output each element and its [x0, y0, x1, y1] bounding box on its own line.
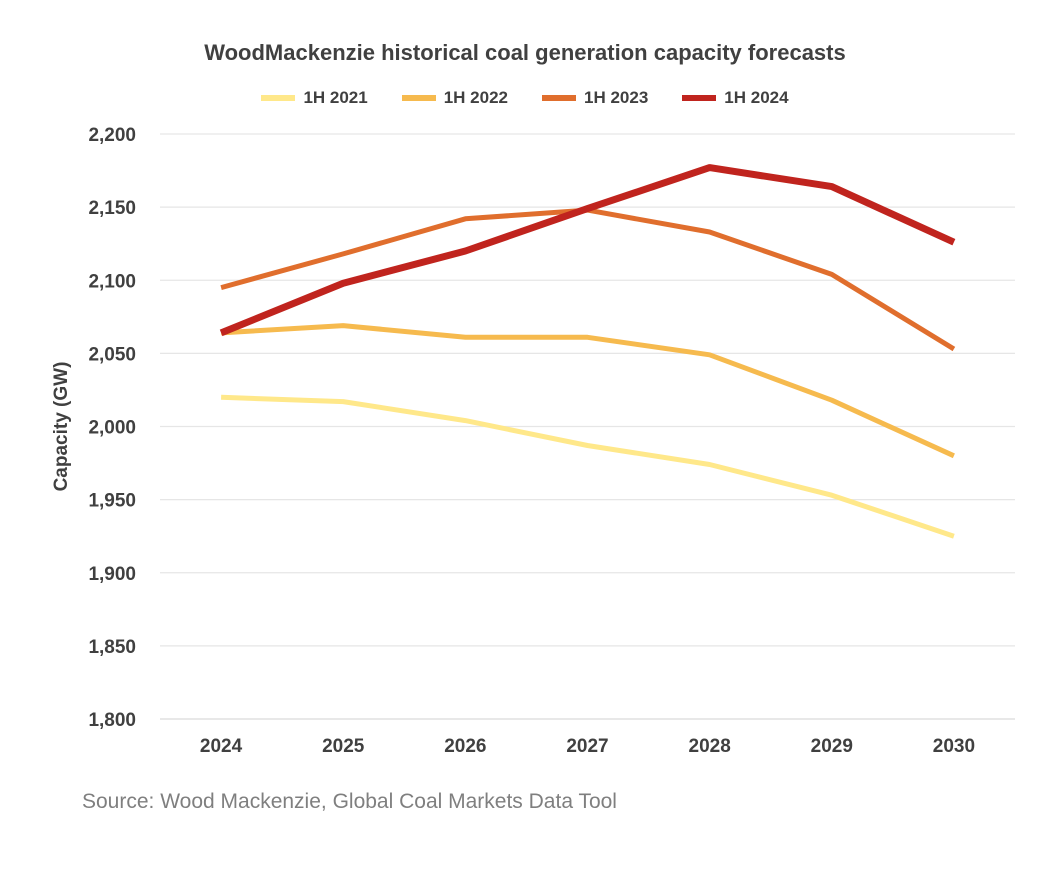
legend-item: 1H 2024: [682, 88, 789, 108]
series-line-1h-2021: [221, 394, 955, 539]
x-tick-label: 2029: [811, 736, 853, 757]
y-axis-label: Capacity (GW): [51, 362, 72, 492]
y-tick-label: 2,100: [88, 271, 136, 292]
legend: 1H 2021 1H 2022 1H 2023 1H 2024: [0, 88, 1050, 108]
legend-item: 1H 2021: [261, 88, 368, 108]
x-tick-label: 2024: [200, 736, 243, 757]
series-line-1h-2024: [219, 164, 956, 337]
legend-swatch: [682, 95, 717, 101]
x-tick-label: 2030: [933, 736, 975, 757]
y-tick-label: 1,950: [88, 491, 136, 512]
legend-label: 1H 2022: [443, 88, 508, 107]
legend-swatch: [401, 95, 436, 101]
x-tick-label: 2027: [566, 736, 608, 757]
y-tick-label: 2,200: [88, 125, 136, 146]
y-tick-label: 1,800: [88, 710, 136, 731]
y-tick-label: 1,850: [88, 637, 136, 658]
chart-title: WoodMackenzie historical coal generation…: [204, 40, 846, 65]
y-tick-label: 2,050: [88, 344, 136, 365]
y-tick-label: 1,900: [88, 564, 136, 585]
source-note: Source: Wood Mackenzie, Global Coal Mark…: [82, 790, 617, 813]
legend-swatch: [261, 95, 296, 101]
legend-label: 1H 2024: [724, 88, 789, 107]
legend-label: 1H 2023: [584, 88, 649, 107]
x-tick-label: 2026: [444, 736, 486, 757]
series-line-1h-2022: [220, 323, 955, 459]
legend-swatch: [542, 95, 576, 101]
x-tick-label: 2025: [322, 736, 365, 757]
y-tick-label: 2,000: [88, 418, 136, 439]
legend-item: 1H 2023: [542, 88, 648, 108]
legend-item: 1H 2022: [401, 88, 508, 108]
legend-label: 1H 2021: [303, 88, 368, 107]
y-tick-label: 2,150: [88, 198, 136, 219]
x-tick-label: 2028: [689, 736, 731, 757]
